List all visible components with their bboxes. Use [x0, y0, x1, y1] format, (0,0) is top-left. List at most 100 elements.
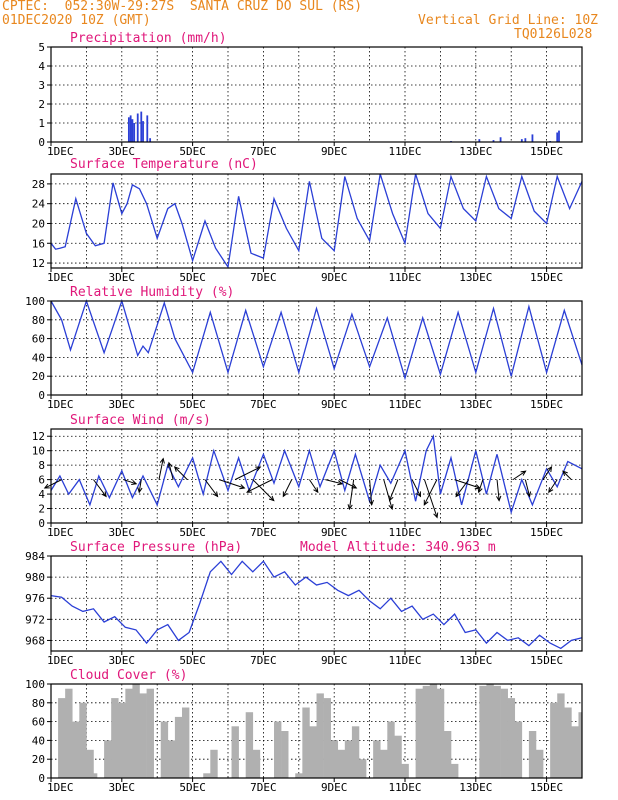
cloud-bar [550, 702, 558, 778]
wind-arrow-head [313, 487, 319, 494]
x-tick-label: 3DEC [109, 654, 136, 667]
y-tick-label: 980 [25, 571, 45, 584]
header-coords: 052:30W-29:27S [64, 0, 175, 14]
x-tick-label: 7DEC [250, 526, 277, 539]
precip-bar [492, 140, 495, 142]
cloud-bar [443, 731, 452, 778]
wind-arrow [369, 479, 373, 505]
y-tick-label: 1 [38, 117, 45, 130]
wind-arrow [423, 479, 438, 518]
series-line [50, 560, 583, 650]
x-tick-label: 7DEC [250, 145, 277, 158]
cloud-bar [139, 693, 147, 778]
cloud-bar [174, 716, 183, 778]
x-tick-label: 1DEC [47, 526, 74, 539]
cloud-bar [578, 712, 583, 778]
wind-arrow-head [455, 491, 461, 498]
cloud-bar [245, 712, 254, 778]
wind-arrow [204, 479, 218, 497]
wind-arrow [246, 479, 273, 493]
x-tick-label: 15DEC [530, 781, 563, 794]
series-line [50, 298, 583, 381]
x-tick-label: 9DEC [321, 145, 348, 158]
cloud-bar [302, 707, 310, 778]
cloud-bar [571, 726, 579, 778]
wind-arrow [174, 466, 188, 480]
y-tick-label: 16 [32, 237, 45, 250]
cloud-bar [486, 684, 494, 778]
cloud-bar [422, 685, 431, 778]
y-tick-label: 976 [25, 592, 45, 605]
x-tick-label: 3DEC [109, 526, 136, 539]
cloud-bar [564, 707, 572, 778]
x-tick-label: 5DEC [179, 526, 206, 539]
wind-arrow [234, 466, 261, 481]
cloud-bar [358, 759, 367, 778]
x-tick-label: 7DEC [250, 398, 277, 411]
precip-bar [524, 138, 527, 142]
wind-arrow-head [173, 466, 180, 472]
x-tick-label: 11DEC [388, 271, 421, 284]
y-tick-label: 968 [25, 634, 45, 647]
x-tick-label: 15DEC [530, 526, 563, 539]
wind-arrow-head [137, 487, 143, 494]
wind-arrow [389, 479, 399, 501]
x-tick-label: 5DEC [179, 145, 206, 158]
wind-arrow [478, 479, 484, 493]
wind-arrow-head [477, 487, 483, 494]
wind-arrow [325, 479, 343, 485]
cloud-bar [415, 688, 423, 778]
wind-arrow [218, 479, 245, 489]
cloud-bar [401, 763, 409, 778]
x-tick-label: 5DEC [179, 398, 206, 411]
cloud-bar [500, 688, 508, 778]
x-tick-label: 11DEC [388, 781, 421, 794]
x-tick-label: 5DEC [179, 781, 206, 794]
precip-bar [146, 115, 149, 142]
cloud-bar [429, 684, 438, 778]
wind-arrow [542, 466, 552, 480]
y-tick-label: 60 [32, 716, 45, 729]
cloud-bar [394, 735, 402, 778]
precip-bar [140, 111, 143, 142]
cloud-bar [535, 749, 544, 778]
header-station: SANTA CRUZ DO SUL (RS) [189, 0, 363, 14]
y-tick-label: 4 [38, 488, 45, 501]
cloud-bar [309, 726, 317, 778]
y-tick-label: 100 [25, 678, 45, 691]
y-tick-label: 5 [38, 41, 45, 54]
wind-arrow [339, 479, 357, 489]
cloud-bar [528, 731, 537, 778]
header-grid-note: Vertical Grid Line: 10Z [418, 13, 599, 28]
cloud-bar [72, 721, 80, 778]
precip-bar [129, 115, 132, 142]
wind-arrow [44, 479, 62, 489]
cloud-bar [203, 773, 211, 778]
wind-arrow-head [388, 504, 394, 511]
cloud-bar [344, 740, 353, 778]
cloud-bar [252, 749, 261, 778]
panel-frame [50, 555, 583, 652]
wind-arrow [138, 479, 142, 493]
wind-arrow-head [337, 480, 344, 486]
y-tick-label: 60 [32, 333, 45, 346]
cloud-bar [507, 698, 516, 778]
panel-title: Cloud Cover (%) [70, 668, 187, 683]
series-line [50, 433, 583, 515]
precip-bar [478, 139, 481, 142]
cloud-bar [210, 749, 218, 778]
wind-arrow [93, 479, 107, 497]
x-tick-label: 13DEC [459, 398, 492, 411]
y-tick-label: 0 [38, 389, 45, 402]
wind-arrow [524, 479, 531, 497]
cloud-bar [451, 763, 459, 778]
series-line [50, 173, 583, 269]
header-source: CPTEC: [2, 0, 49, 14]
x-tick-label: 9DEC [321, 526, 348, 539]
wind-arrow-head [520, 470, 527, 476]
cloud-bar [86, 749, 94, 778]
wind-arrow-head [526, 491, 532, 498]
cloud-bar [479, 685, 487, 778]
precip-bar [558, 130, 560, 142]
wind-arrow-head [255, 466, 262, 472]
